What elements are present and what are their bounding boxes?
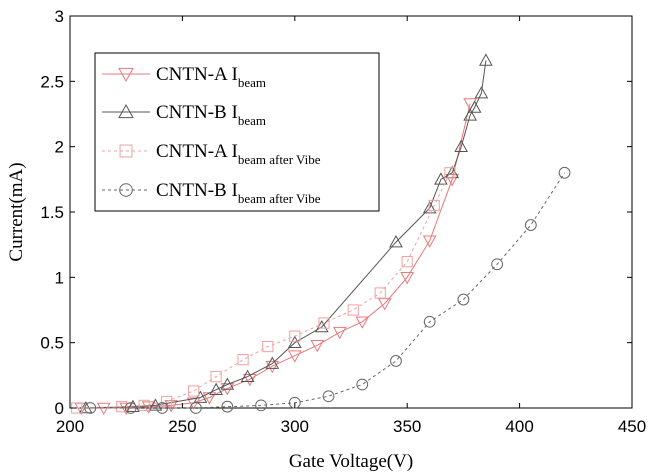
data-point	[322, 390, 335, 403]
y-tick-label: 1	[55, 268, 64, 287]
data-point	[262, 340, 274, 353]
data-point	[188, 385, 200, 397]
data-point	[237, 354, 249, 366]
data-point	[288, 396, 301, 409]
data-point	[265, 360, 280, 374]
data-point	[457, 293, 470, 306]
y-tick-label: 1.5	[40, 203, 64, 222]
data-point	[156, 402, 169, 414]
data-point	[310, 339, 325, 353]
data-point	[141, 401, 156, 414]
data-point	[287, 350, 302, 363]
x-tick-label: 400	[505, 417, 533, 436]
legend-marker	[118, 67, 134, 83]
data-point	[434, 172, 448, 185]
data-point	[84, 402, 97, 414]
legend-label: CNTN-A Ibeam after Vibe	[156, 141, 321, 167]
data-point	[289, 330, 301, 342]
data-point	[255, 399, 267, 412]
x-tick-label: 450	[618, 417, 646, 436]
legend-label: CNTN-A Ibeam	[156, 64, 266, 90]
data-point	[116, 401, 128, 413]
data-point	[491, 258, 504, 271]
y-tick-label: 3	[55, 7, 64, 26]
data-point	[220, 377, 235, 390]
data-point	[374, 287, 386, 299]
data-point	[479, 53, 493, 66]
x-tick-label: 300	[281, 417, 309, 436]
data-point	[124, 402, 137, 414]
data-point	[287, 335, 302, 348]
data-point	[444, 167, 456, 179]
legend-marker	[119, 144, 133, 158]
data-point	[454, 139, 469, 152]
data-point	[221, 400, 234, 413]
x-tick-label: 200	[56, 417, 84, 436]
x-tick-label: 350	[393, 417, 421, 436]
data-point	[347, 304, 359, 316]
data-point	[423, 315, 436, 328]
data-point	[428, 199, 440, 212]
x-tick-label: 250	[168, 417, 196, 436]
data-point	[356, 378, 369, 391]
legend-label: CNTN-B Ibeam after Vibe	[156, 180, 321, 206]
legend	[94, 52, 380, 212]
y-axis-title: Current(mA)	[6, 162, 27, 261]
data-point	[474, 86, 489, 99]
data-point	[210, 371, 222, 383]
data-point	[401, 256, 413, 268]
data-point	[96, 402, 111, 416]
series-line	[90, 172, 566, 409]
data-point	[161, 395, 173, 408]
data-point	[240, 369, 255, 382]
data-point	[377, 298, 392, 311]
x-axis-title: Gate Voltage(V)	[289, 451, 413, 472]
legend-marker	[118, 103, 134, 119]
data-point	[524, 219, 537, 231]
data-point	[318, 317, 330, 329]
data-point	[119, 402, 134, 416]
data-point	[390, 355, 402, 367]
data-point	[463, 108, 477, 121]
data-point	[389, 235, 403, 248]
series-line	[85, 60, 487, 409]
data-point	[467, 100, 482, 113]
legend-label: CNTN-B Ibeam	[156, 102, 266, 128]
data-point	[400, 272, 415, 285]
data-point	[422, 235, 437, 248]
data-point	[558, 166, 571, 179]
data-point	[265, 356, 280, 369]
series-4	[84, 166, 571, 414]
y-tick-label: 0	[55, 399, 64, 418]
data-point	[164, 400, 179, 413]
data-point	[422, 201, 437, 214]
series-line	[76, 172, 451, 409]
data-point	[209, 382, 223, 396]
y-tick-label: 0.5	[40, 334, 64, 353]
data-point	[445, 174, 460, 187]
y-tick-label: 2	[55, 138, 64, 157]
y-tick-label: 2.5	[40, 72, 64, 91]
legend-marker	[119, 183, 133, 197]
series-line	[81, 103, 471, 409]
data-point	[332, 326, 347, 340]
data-point	[186, 397, 201, 410]
data-point	[355, 316, 370, 329]
data-point	[138, 399, 150, 411]
data-point	[189, 402, 202, 414]
data-point	[193, 390, 208, 403]
